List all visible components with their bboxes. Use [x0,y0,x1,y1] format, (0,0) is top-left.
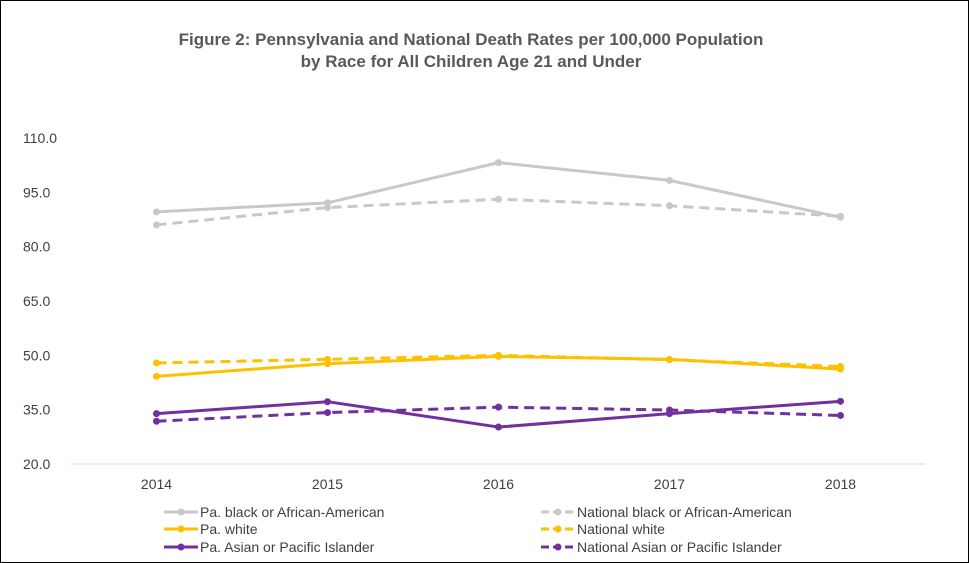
legend-label: National white [577,521,665,537]
y-tick-label: 20.0 [23,456,50,472]
legend-marker [554,543,562,551]
data-point [666,356,673,364]
y-axis: 20.0 35.0 50.0 65.0 80.0 95.0 110.0 [23,130,57,472]
data-point [495,195,502,203]
x-tick-label: 2014 [141,476,172,492]
data-point [153,221,160,229]
data-point [495,351,502,359]
series-group [153,159,844,431]
y-tick-label: 80.0 [23,239,50,255]
data-point [324,204,331,212]
series [153,397,844,431]
series [153,403,844,425]
data-point [495,423,502,431]
series-line [156,197,841,227]
data-point [153,417,160,425]
legend-item: Pa. Asian or Pacific Islander [164,539,375,555]
chart-title: Figure 2: Pennsylvania and National Deat… [179,30,764,49]
y-tick-label: 50.0 [23,347,50,363]
data-point [324,355,331,363]
legend-label: National Asian or Pacific Islander [577,539,782,555]
legend-marker [177,543,185,551]
legend-item: National Asian or Pacific Islander [541,539,782,555]
series [153,195,844,229]
legend-marker [177,525,185,533]
y-tick-label: 65.0 [23,293,50,309]
x-tick-label: 2016 [483,476,514,492]
legend-marker [177,508,185,516]
x-tick-label: 2018 [825,476,856,492]
data-point [153,208,160,216]
legend: Pa. black or African-American National bl… [164,504,792,555]
legend-marker [554,508,562,516]
legend-label: Pa. Asian or Pacific Islander [200,539,375,555]
chart-subtitle: by Race for All Children Age 21 and Unde… [301,52,642,71]
legend-item: National white [541,521,665,537]
legend-item: National black or African-American [541,504,792,520]
y-tick-label: 95.0 [23,184,50,200]
data-point [153,410,160,418]
data-point [324,409,331,417]
legend-label: National black or African-American [577,504,792,520]
legend-item: Pa. white [164,521,258,537]
data-point [324,398,331,406]
data-point [666,176,673,184]
data-point [837,397,844,405]
series [153,351,844,371]
legend-label: Pa. white [200,521,258,537]
legend-label: Pa. black or African-American [200,504,384,520]
x-axis: 2014 2015 2016 2017 2018 [141,476,856,492]
y-tick-label: 110.0 [23,130,57,146]
legend-item: Pa. black or African-American [164,504,384,520]
data-point [495,159,502,167]
y-tick-label: 35.0 [23,402,50,418]
x-tick-label: 2017 [654,476,685,492]
data-point [495,403,502,411]
x-tick-label: 2015 [312,476,343,492]
legend-marker [554,525,562,533]
data-point [837,212,844,220]
data-point [153,372,160,380]
data-point [837,411,844,419]
data-point [837,363,844,371]
data-point [666,406,673,414]
data-point [153,359,160,367]
data-point [666,202,673,210]
